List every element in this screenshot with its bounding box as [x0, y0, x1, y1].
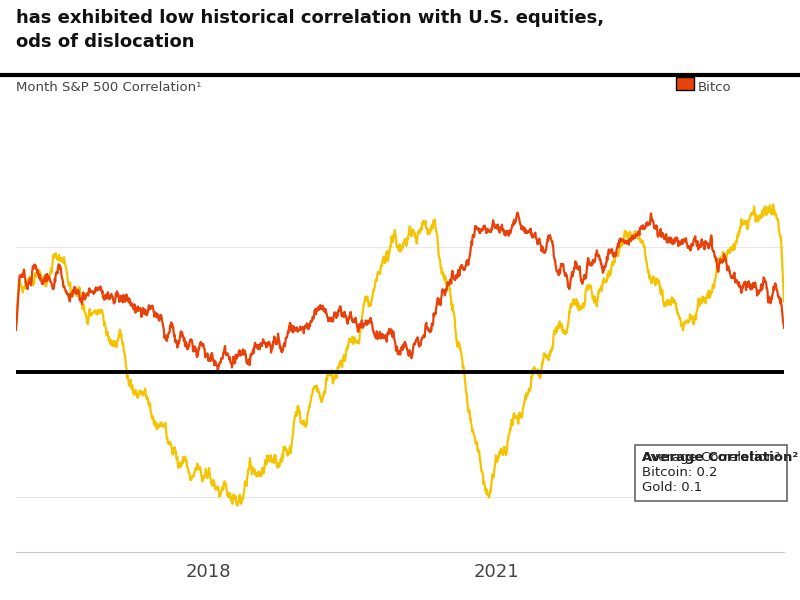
Text: ods of dislocation: ods of dislocation — [16, 33, 194, 51]
Text: Month S&P 500 Correlation¹: Month S&P 500 Correlation¹ — [16, 81, 202, 94]
Text: Average Correlation²: Average Correlation² — [642, 451, 798, 464]
Text: has exhibited low historical correlation with U.S. equities,: has exhibited low historical correlation… — [16, 9, 604, 27]
Text: Bitco: Bitco — [698, 81, 731, 94]
Text: Average Correlation²
Bitcoin: 0.2
Gold: 0.1: Average Correlation² Bitcoin: 0.2 Gold: … — [642, 451, 780, 494]
